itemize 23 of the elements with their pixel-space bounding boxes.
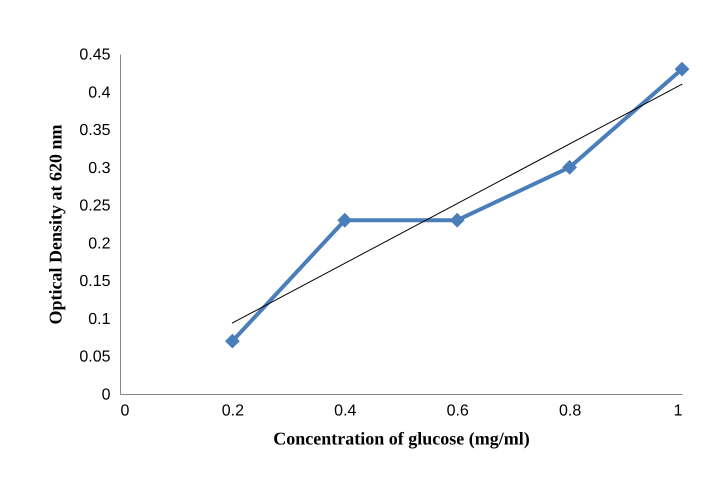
x-tick-label: 1 <box>674 402 683 420</box>
y-tick-label: 0.2 <box>88 235 111 252</box>
point <box>562 160 578 175</box>
y-tick-label: 0.05 <box>79 348 111 366</box>
y-axis-title: Optical Density at 620 nm <box>45 124 66 324</box>
y-tick-label: 0.35 <box>79 122 111 140</box>
y-tick-label: 0.4 <box>88 84 111 102</box>
point <box>224 334 240 349</box>
y-tick-label: 0 <box>102 386 111 404</box>
x-tick-label: 0.2 <box>222 402 244 420</box>
x-axis-title: Concentration of glucose (mg/ml) <box>273 428 530 448</box>
y-tick-label: 0.15 <box>79 273 111 290</box>
x-tick-label: 0.8 <box>558 402 582 420</box>
y-tick-label: 0.1 <box>88 310 111 328</box>
point <box>674 62 690 77</box>
y-tick-label: 0.3 <box>88 160 111 177</box>
x-tick-label: 0 <box>120 402 130 420</box>
y-tick-label: 0.45 <box>79 46 111 64</box>
x-tick-label: 0.4 <box>334 402 357 420</box>
x-tick-label: 0.6 <box>446 402 469 420</box>
point <box>450 212 465 228</box>
y-tick-label: 0.25 <box>79 198 111 215</box>
point <box>337 212 352 228</box>
